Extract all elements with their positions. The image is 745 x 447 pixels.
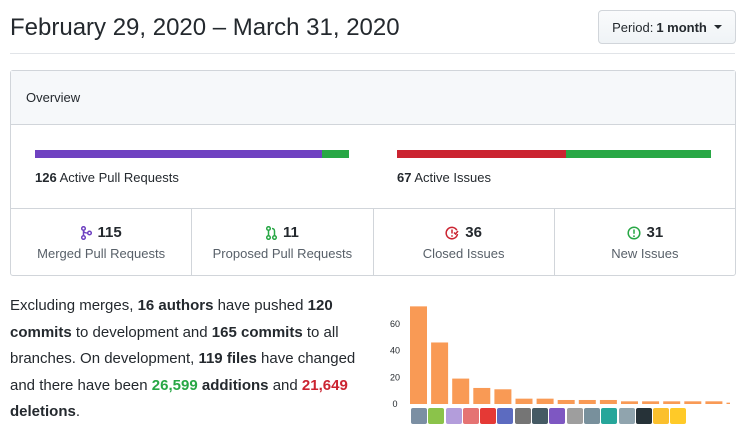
avatar[interactable] — [480, 408, 497, 424]
chart-bar[interactable] — [642, 401, 660, 404]
overview-heading: Overview — [26, 90, 81, 105]
summary-text: have changed and there have been — [10, 350, 356, 394]
git-pull-request-icon — [265, 225, 277, 240]
chart-bar[interactable] — [452, 378, 470, 404]
stat-merged-pull-requests[interactable]: 115 Merged Pull Requests — [11, 209, 193, 276]
issues-bar[interactable] — [397, 150, 711, 158]
page-title: February 29, 2020 – March 31, 2020 — [10, 14, 400, 41]
summary-text: to development and — [71, 323, 212, 341]
chevron-down-icon — [713, 25, 722, 29]
chart-bar[interactable] — [621, 401, 638, 404]
summary-text: have pushed — [213, 297, 308, 314]
y-tick-label: 0 — [392, 399, 397, 407]
chart-bar[interactable] — [705, 401, 723, 404]
chart-bar[interactable] — [578, 399, 596, 404]
merged-pull-requests-label: Merged Pull Requests — [37, 246, 166, 261]
pull-requests-merged-segment — [35, 150, 322, 158]
summary-text: to all branches. On development, — [10, 323, 339, 368]
chart-bar[interactable] — [494, 389, 512, 404]
issue-opened-icon — [626, 225, 641, 240]
stat-new-issues[interactable]: 31 New Issues — [555, 209, 735, 276]
avatar[interactable] — [566, 408, 583, 424]
issues-open-segment — [565, 150, 711, 158]
avatar[interactable] — [583, 408, 600, 424]
chart-bar[interactable] — [663, 401, 681, 404]
stat-value-row: 115 — [80, 224, 122, 241]
chart-bar[interactable] — [599, 399, 617, 404]
contributor-avatars — [411, 408, 687, 424]
period-dropdown-button[interactable]: Period: 1 month — [598, 10, 736, 44]
pull-requests-bar[interactable] — [35, 150, 349, 158]
issues-closed-segment — [397, 150, 566, 158]
new-issues-value: 31 — [646, 224, 664, 241]
summary-text: and — [268, 376, 302, 394]
stats-row: 115 Merged Pull Requests 11 Proposed Pul… — [11, 208, 735, 276]
stat-value-row: 11 — [265, 224, 299, 241]
avatar[interactable] — [549, 408, 566, 424]
summary-text: Excluding merges, — [10, 297, 138, 314]
y-tick-label: 40 — [390, 346, 400, 356]
chart-bar[interactable] — [473, 387, 491, 404]
avatar[interactable] — [514, 408, 531, 424]
stat-proposed-pull-requests[interactable]: 11 Proposed Pull Requests — [192, 209, 374, 276]
avatar[interactable] — [428, 408, 445, 424]
authors-count: 16 authors — [137, 297, 214, 314]
active-issues-text: Active Issues — [414, 170, 491, 185]
new-issues-label: New Issues — [611, 246, 679, 261]
y-tick-label: 60 — [390, 319, 400, 329]
period-prefix: Period: — [612, 19, 654, 35]
commits-to-all-branches: 165 commits — [211, 323, 303, 341]
avatar[interactable] — [445, 408, 462, 424]
closed-issues-label: Closed Issues — [422, 246, 505, 261]
stat-value-row: 36 — [445, 224, 482, 241]
additions-word: additions — [197, 376, 269, 394]
avatar[interactable] — [670, 408, 687, 424]
chart-bar[interactable] — [431, 342, 449, 404]
active-pull-requests-label: 126 Active Pull Requests — [35, 170, 179, 185]
y-tick-label: 20 — [390, 372, 400, 382]
chart-bar[interactable] — [515, 398, 533, 404]
avatar[interactable] — [618, 408, 635, 424]
avatar[interactable] — [653, 408, 670, 424]
avatar[interactable] — [601, 408, 618, 424]
deletions-word: deletions — [10, 403, 76, 420]
header-divider — [10, 53, 735, 54]
closed-issues-value: 36 — [465, 224, 482, 241]
deletions-count: 21,649 — [301, 376, 348, 394]
git-merge-icon — [80, 225, 92, 240]
merged-pull-requests-value: 115 — [97, 224, 122, 241]
issue-closed-icon — [445, 226, 459, 239]
commit-summary: Excluding merges, 16 authors have pushed… — [10, 293, 375, 426]
chart-bar[interactable] — [410, 306, 427, 404]
contributors-bar-chart: 0 20 40 60 — [390, 306, 731, 407]
proposed-pull-requests-label: Proposed Pull Requests — [212, 246, 353, 261]
additions-count: 26,599 — [151, 376, 198, 394]
commits-to-development: 120 commits — [10, 297, 333, 341]
proposed-pull-requests-value: 11 — [282, 224, 299, 241]
period-value: 1 month — [656, 19, 707, 35]
avatar[interactable] — [462, 408, 479, 424]
active-pull-requests-text: Active Pull Requests — [59, 170, 179, 185]
chart-bar[interactable] — [557, 399, 575, 404]
files-changed: 119 files — [198, 350, 257, 367]
overview-box: Overview 126 Active Pull Requests 67 Act… — [10, 70, 736, 276]
chart-bar[interactable] — [726, 402, 731, 404]
active-issues-label: 67 Active Issues — [397, 170, 491, 185]
avatar[interactable] — [532, 408, 549, 424]
avatar[interactable] — [635, 408, 652, 424]
pull-requests-open-segment — [321, 150, 349, 158]
avatar[interactable] — [411, 408, 427, 424]
active-pull-requests-count: 126 — [35, 170, 57, 185]
overview-header: Overview — [11, 71, 735, 125]
chart-bar[interactable] — [536, 398, 554, 404]
active-issues-count: 67 — [397, 170, 412, 185]
stat-value-row: 31 — [626, 224, 664, 241]
avatar[interactable] — [497, 408, 514, 424]
chart-bar[interactable] — [684, 401, 702, 404]
stat-closed-issues[interactable]: 36 Closed Issues — [374, 209, 555, 276]
summary-text: . — [75, 403, 81, 420]
